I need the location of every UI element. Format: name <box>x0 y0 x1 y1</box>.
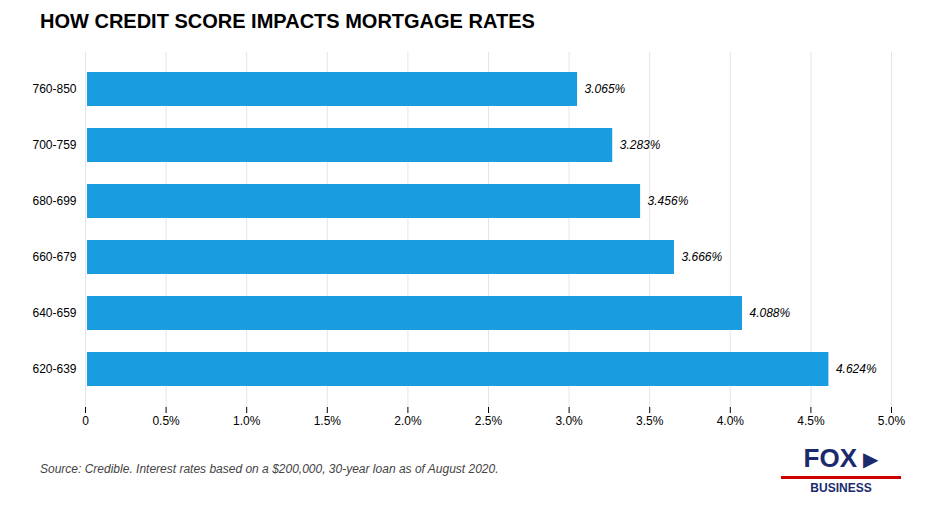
svg-text:1.5%: 1.5% <box>314 414 342 428</box>
html-text:Source: Credible. Interest rat: Source: Credible. Interest rates based o… <box>40 462 499 476</box>
html-text:BUSINESS: BUSINESS <box>810 481 872 495</box>
svg-text:1.0%: 1.0% <box>233 414 261 428</box>
svg-text:620-639: 620-639 <box>32 362 76 376</box>
svg-text:700-759: 700-759 <box>32 138 76 152</box>
svg-text:3.666%: 3.666% <box>681 250 722 264</box>
svg-text:5.0%: 5.0% <box>878 414 906 428</box>
svg-text:3.065%: 3.065% <box>585 82 626 96</box>
html-text:HOW CREDIT SCORE IMPACTS MORTG: HOW CREDIT SCORE IMPACTS MORTGAGE RATES <box>40 10 535 32</box>
svg-text:2.0%: 2.0% <box>394 414 422 428</box>
svg-text:4.088%: 4.088% <box>749 306 790 320</box>
svg-text:3.456%: 3.456% <box>648 194 689 208</box>
svg-text:3.283%: 3.283% <box>620 138 661 152</box>
svg-text:760-850: 760-850 <box>32 82 76 96</box>
svg-text:3.0%: 3.0% <box>555 414 583 428</box>
svg-text:3.5%: 3.5% <box>636 414 664 428</box>
svg-text:4.624%: 4.624% <box>836 362 877 376</box>
svg-text:4.5%: 4.5% <box>797 414 825 428</box>
svg-text:0.5%: 0.5% <box>152 414 180 428</box>
svg-text:680-699: 680-699 <box>32 194 76 208</box>
html-text:FOX ▶: FOX ▶ <box>803 443 879 473</box>
svg-text:640-659: 640-659 <box>32 306 76 320</box>
svg-text:660-679: 660-679 <box>32 250 76 264</box>
svg-text:2.5%: 2.5% <box>475 414 503 428</box>
svg-text:4.0%: 4.0% <box>717 414 745 428</box>
svg-text:0: 0 <box>82 414 89 428</box>
